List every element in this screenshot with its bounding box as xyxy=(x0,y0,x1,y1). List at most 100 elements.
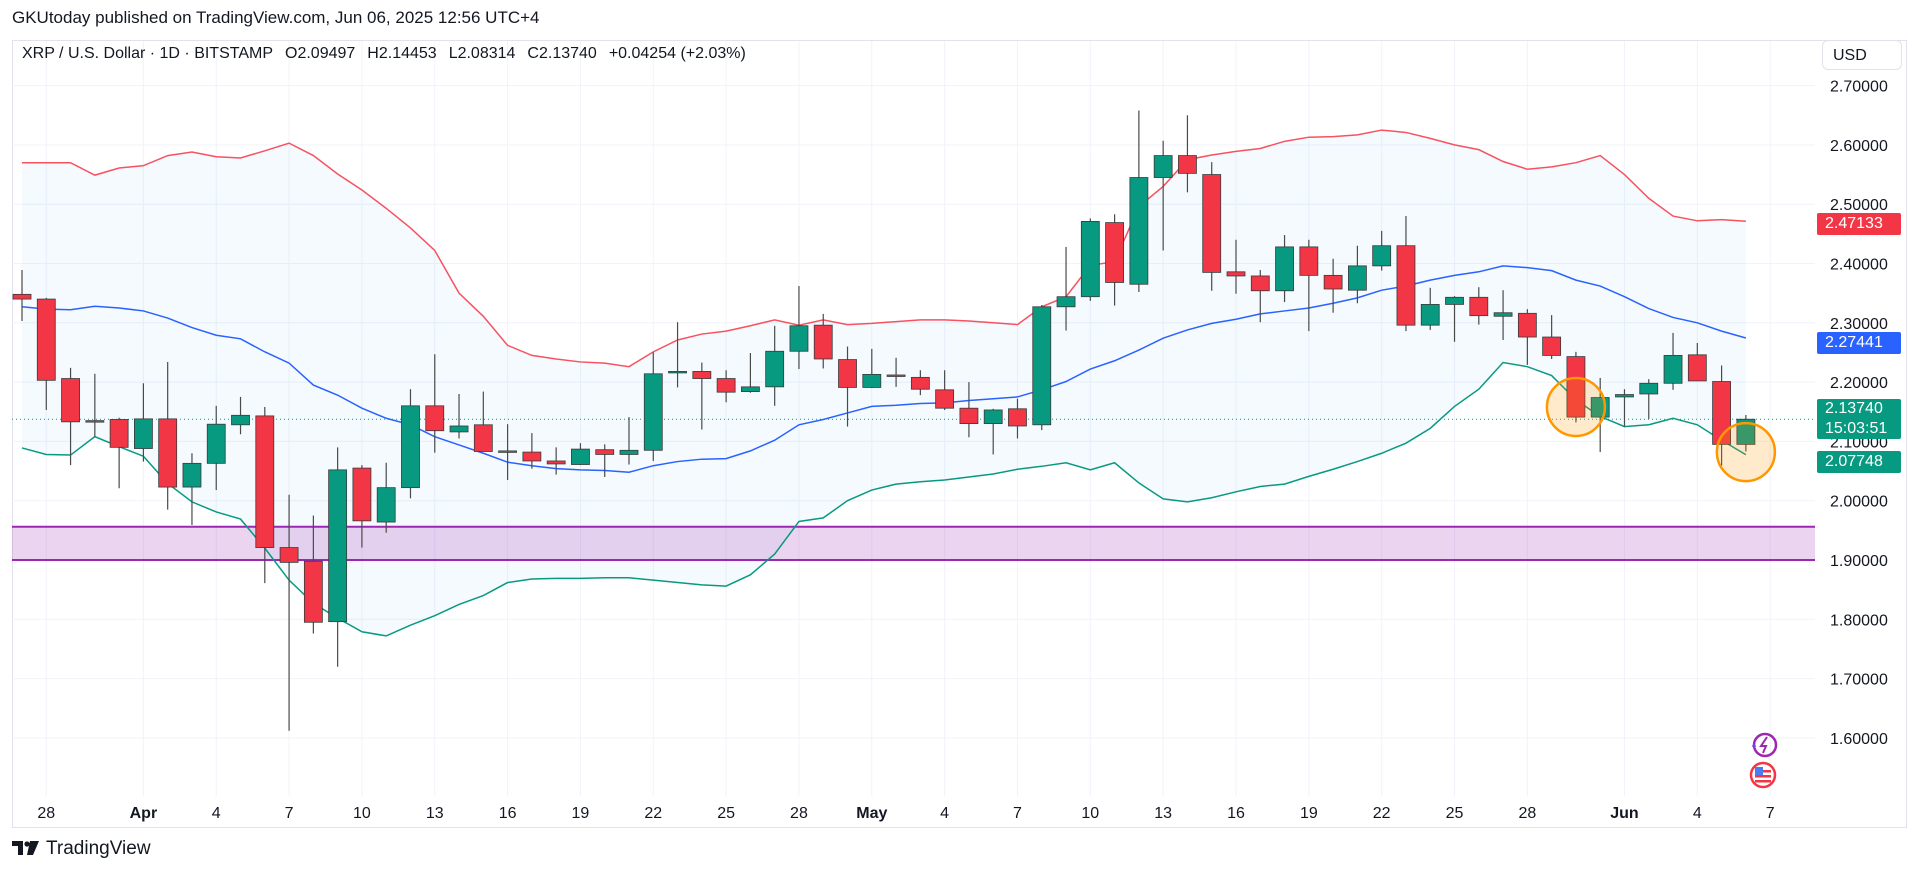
upper-band-price-label-text: 2.47133 xyxy=(1825,215,1883,233)
candle-up xyxy=(1445,296,1464,305)
candle-down xyxy=(1202,174,1222,273)
time-tick-label: 7 xyxy=(1766,805,1775,822)
candle-down xyxy=(692,371,712,379)
last-price-label-text: 15:03:51 xyxy=(1825,420,1888,438)
time-tick-label: 4 xyxy=(212,805,221,822)
candle-down xyxy=(279,547,299,563)
candle-up xyxy=(133,418,153,449)
lower-band-price-label-text: 2.07748 xyxy=(1825,452,1883,470)
candle-down xyxy=(36,298,56,381)
candle-up xyxy=(1348,265,1367,291)
price-tick-label: 2.00000 xyxy=(1830,494,1888,511)
zone-rect xyxy=(12,526,1815,560)
legend-high: H2.14453 xyxy=(367,45,437,62)
symbol-title[interactable]: XRP / U.S. Dollar · 1D · BITSTAMP xyxy=(22,45,274,62)
tradingview-logo-text: TradingView xyxy=(46,838,151,859)
last-price-label: 2.13740 15:03:51 xyxy=(1817,399,1901,440)
candle-up xyxy=(571,448,590,465)
time-tick-label: 28 xyxy=(37,805,55,822)
us-flag-icon[interactable] xyxy=(1746,760,1778,789)
candle-up xyxy=(1420,304,1440,326)
annotations xyxy=(1545,376,1777,483)
candle-up xyxy=(643,373,663,451)
symbol-legend: XRP / U.S. Dollar · 1D · BITSTAMP O2.094… xyxy=(22,45,746,63)
candle-down xyxy=(255,415,275,548)
price-tick-label: 1.80000 xyxy=(1830,612,1888,629)
candle-down xyxy=(813,324,833,360)
candles xyxy=(12,110,1756,731)
candle-up xyxy=(449,425,469,433)
middle-band-price-label-text: 2.27441 xyxy=(1825,333,1883,351)
candle-down xyxy=(546,460,566,465)
time-tick-label: 19 xyxy=(572,805,590,822)
candle-down xyxy=(1566,356,1586,418)
candle-up xyxy=(862,373,882,388)
candle-down xyxy=(886,374,906,377)
candle-down xyxy=(352,467,372,522)
last-price-label-text: 2.13740 xyxy=(1825,400,1883,418)
candle-down xyxy=(1105,222,1124,283)
candle-up xyxy=(182,462,202,488)
middle-band-line xyxy=(21,265,1747,473)
candle-up xyxy=(1275,246,1294,292)
time-tick-label: 25 xyxy=(1446,805,1464,822)
time-tick-label: 7 xyxy=(1013,805,1022,822)
price-tick-label: 2.30000 xyxy=(1830,316,1888,333)
candle-down xyxy=(522,451,542,462)
candle-down xyxy=(1323,274,1343,290)
candle-down xyxy=(838,359,857,388)
candle-up xyxy=(619,449,639,455)
time-tick-label: 13 xyxy=(1154,805,1172,822)
time-tick-label: 7 xyxy=(285,805,294,822)
time-tick-label: 4 xyxy=(940,805,949,822)
candle-up xyxy=(741,386,760,392)
time-tick-label: 13 xyxy=(426,805,444,822)
tradingview-logo[interactable]: TradingView xyxy=(12,838,151,860)
chart-frame xyxy=(12,40,1907,828)
candle-down xyxy=(498,450,518,453)
candle-down xyxy=(1396,245,1416,326)
legend-close: C2.13740 xyxy=(527,45,597,62)
candle-up xyxy=(1615,394,1634,398)
price-tick-label: 1.90000 xyxy=(1830,553,1888,570)
candle-up xyxy=(1663,355,1683,384)
upper-band-price-label: 2.47133 xyxy=(1817,213,1901,236)
price-tick-label: 2.20000 xyxy=(1830,375,1888,392)
time-tick-label: 28 xyxy=(790,805,808,822)
candle-up xyxy=(85,420,105,423)
time-tick-label: Jun xyxy=(1610,805,1638,822)
legend-change: +0.04254 (+2.03%) xyxy=(608,45,746,62)
candle-up xyxy=(1080,220,1100,298)
publish-line: GKUtoday published on TradingView.com, J… xyxy=(12,8,540,27)
time-tick-label: 4 xyxy=(1693,805,1702,822)
time-tick-label: Apr xyxy=(130,805,158,822)
candle-up xyxy=(1153,155,1173,178)
support-zone xyxy=(12,525,1815,561)
candle-up xyxy=(1129,177,1149,285)
candle-down xyxy=(1712,381,1731,445)
candle-down xyxy=(1250,275,1270,292)
price-tick-label: 1.70000 xyxy=(1830,672,1888,689)
candle-down xyxy=(1469,296,1489,317)
price-tick-label: 2.40000 xyxy=(1830,257,1888,274)
lightning-sparkle-icon[interactable] xyxy=(1746,730,1778,758)
candle-up xyxy=(376,487,396,523)
candle-down xyxy=(109,419,129,448)
currency-button[interactable]: USD xyxy=(1822,40,1902,70)
candle-up xyxy=(983,409,1003,425)
price-axis: 1.600001.700001.800001.900002.000002.100… xyxy=(1830,79,1888,748)
candle-down xyxy=(1517,312,1537,338)
candle-down xyxy=(935,389,955,409)
highlight-circle xyxy=(1545,376,1607,438)
candle-up xyxy=(1056,296,1076,308)
candle-up xyxy=(789,325,809,352)
legend-low: L2.08314 xyxy=(448,45,516,62)
candle-down xyxy=(1299,246,1319,276)
candle-up xyxy=(1372,245,1392,267)
candle-down xyxy=(12,293,32,300)
candle-down xyxy=(1008,408,1027,427)
time-tick-label: 16 xyxy=(499,805,517,822)
candle-down xyxy=(158,418,178,488)
candle-down xyxy=(61,378,80,423)
